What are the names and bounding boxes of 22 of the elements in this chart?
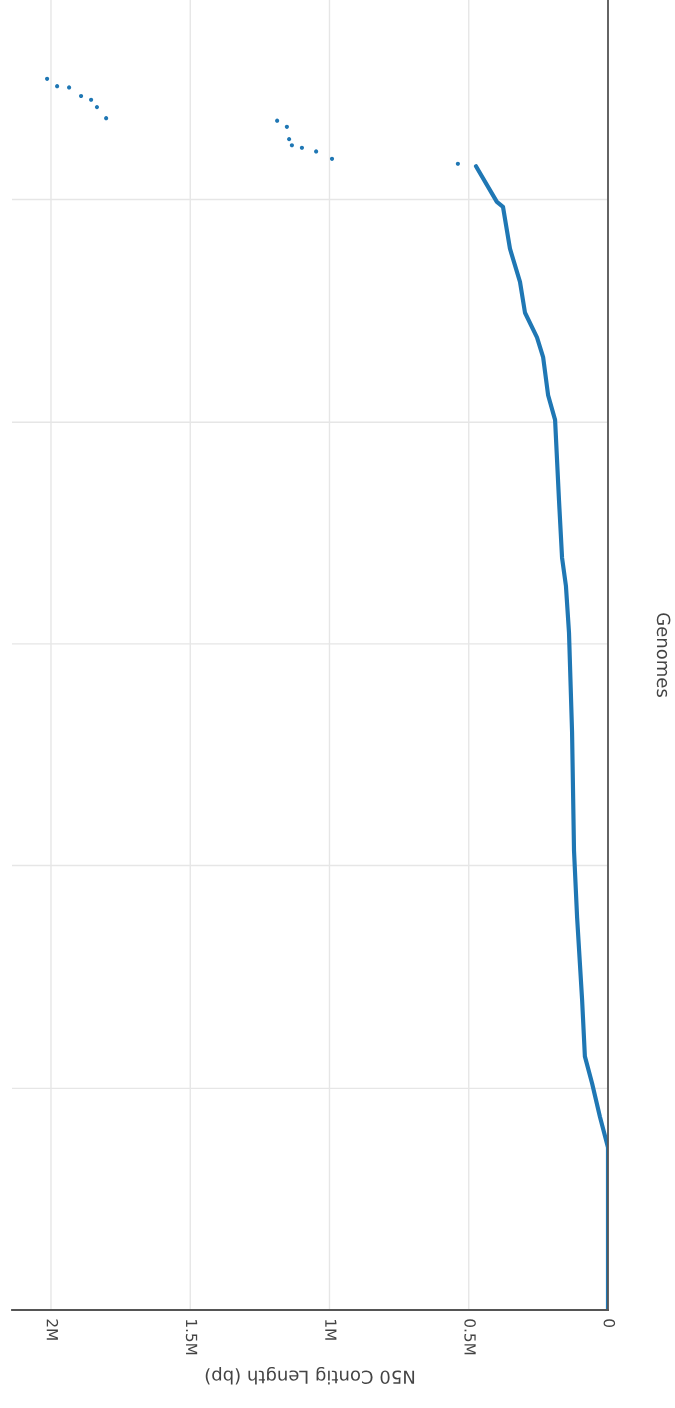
x-tick-label: 0.5M <box>464 1319 476 1355</box>
point <box>287 137 292 142</box>
point <box>275 118 280 123</box>
point <box>55 84 60 89</box>
x-tick-label: 2M <box>46 1319 59 1340</box>
point <box>104 116 109 121</box>
point <box>455 161 460 166</box>
x-axis-title: N50 Contig Length (bp) <box>205 1366 415 1385</box>
point <box>284 124 289 129</box>
point <box>299 145 305 150</box>
point <box>45 76 50 81</box>
point <box>89 97 94 102</box>
x-tick-label: 1M <box>325 1320 337 1340</box>
x-tick-label: 0 <box>603 1319 616 1328</box>
y-axis-title: Genomes <box>656 613 671 697</box>
point <box>94 105 100 110</box>
point <box>67 85 72 90</box>
x-tick-label: 1.5M <box>185 1320 198 1355</box>
point <box>289 143 294 148</box>
point <box>78 93 84 99</box>
point <box>329 156 335 161</box>
point <box>314 149 319 154</box>
